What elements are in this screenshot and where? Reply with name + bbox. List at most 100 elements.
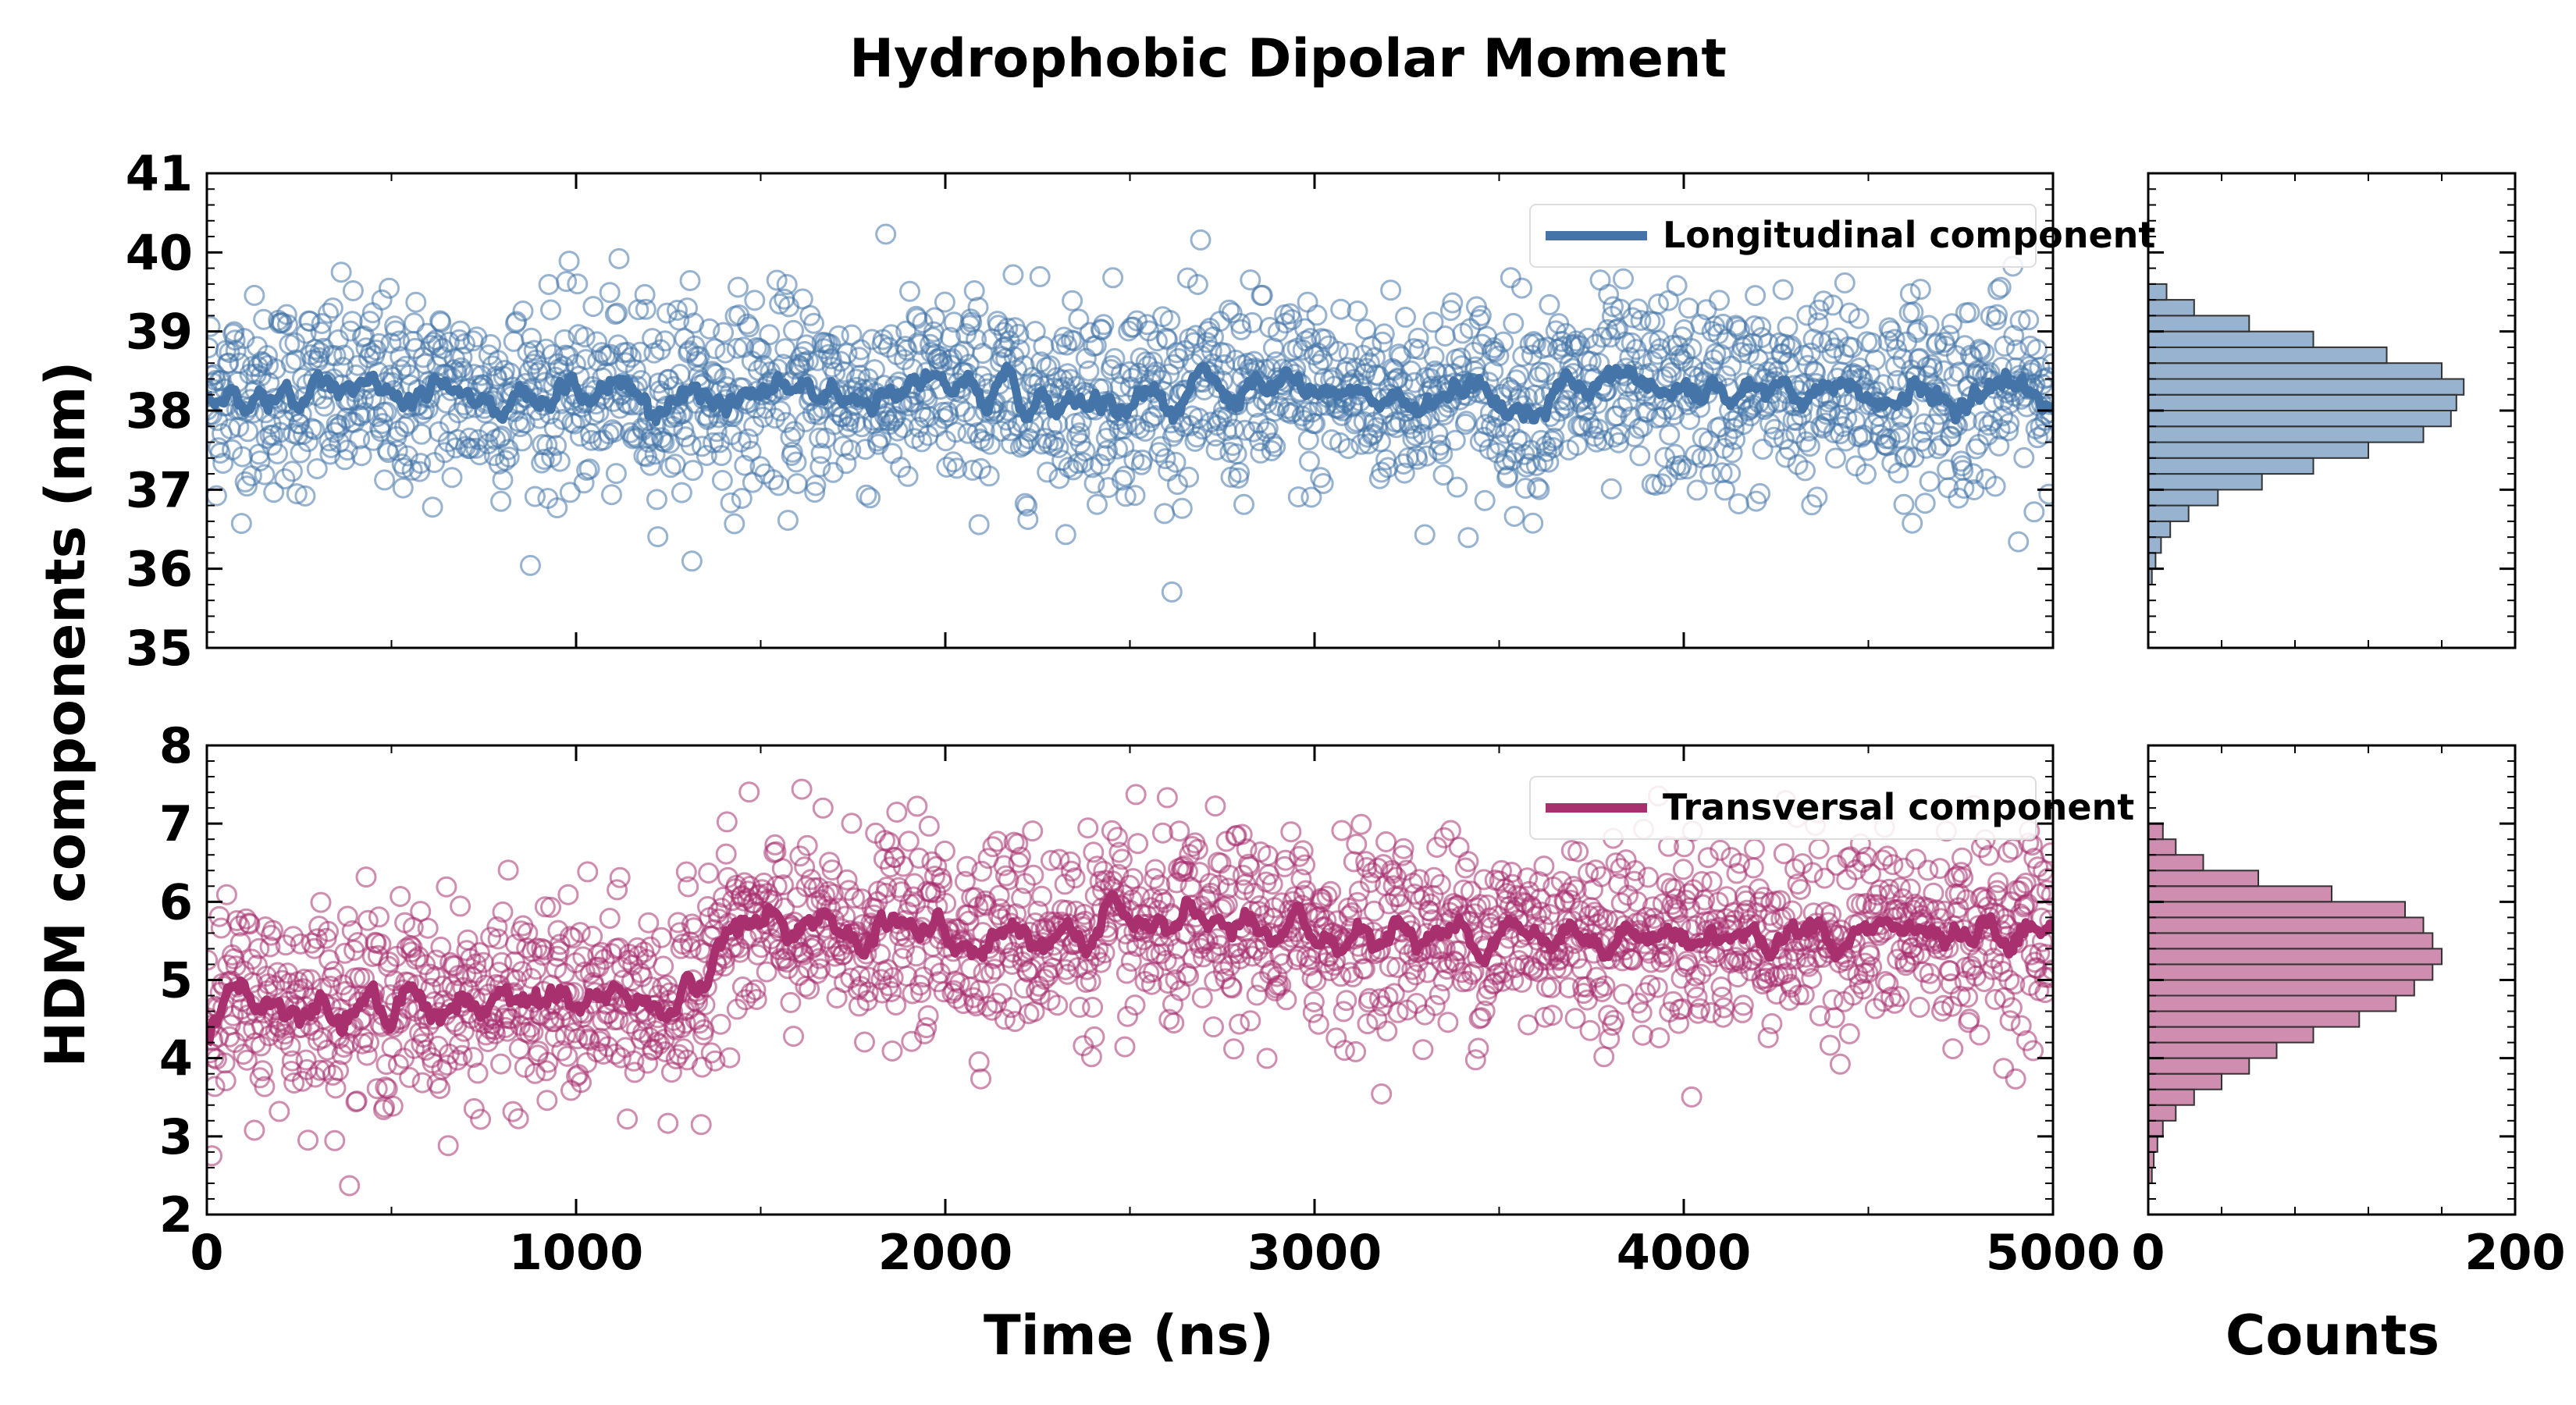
transversal-scatter-point (988, 884, 1010, 906)
longitudinal-scatter-point (1159, 310, 1181, 331)
transversal-scatter-point (1905, 848, 1927, 870)
longitudinal-scatter-point (549, 450, 571, 472)
transversal-scatter-point (1626, 891, 1648, 912)
longitudinal-scatter-point (274, 468, 296, 489)
y-tick-label: 6 (159, 873, 193, 930)
longitudinal-scatter-point (963, 280, 985, 301)
transversal-scatter-point (1933, 994, 1955, 1016)
longitudinal-scatter-point (236, 475, 258, 497)
longitudinal-scatter-point (1113, 436, 1135, 458)
longitudinal-scatter-point (1395, 306, 1416, 328)
transversal-scatter-point (1579, 1019, 1601, 1041)
longitudinal-scatter-point (1150, 436, 1172, 457)
transversal-scatter-point (1249, 895, 1271, 916)
transversal-scatter-point (240, 948, 262, 970)
transversal-scatter-point (1107, 827, 1128, 848)
longitudinal-scatter-point (599, 282, 621, 304)
longitudinal-scatter-point (311, 313, 333, 334)
longitudinal-scatter-point (1539, 293, 1560, 315)
longitudinal-scatter-point (1434, 325, 1456, 347)
transversal-scatter-point (1701, 871, 1723, 892)
transversal-scatter-point (599, 908, 621, 929)
transversal-scatter-point (283, 1072, 305, 1094)
transversal-scatter-point (2037, 867, 2053, 889)
transversal-scatter-point (525, 959, 547, 980)
transversal-scatter-point (463, 1097, 485, 1119)
transversal-scatter-point (1090, 951, 1112, 973)
longitudinal-scatter-point (1525, 333, 1546, 354)
transversal-scatter-point (1392, 845, 1414, 866)
longitudinal-scatter-point (781, 441, 803, 463)
longitudinal-scatter-point (1528, 478, 1550, 500)
longitudinal-scatter-point (1068, 308, 1090, 330)
transversal-scatter-point (1127, 833, 1149, 855)
transversal-scatter-point (690, 1114, 712, 1136)
transversal-scatter-point (1165, 969, 1187, 991)
longitudinal-scatter-point (1745, 285, 1767, 307)
longitudinal-scatter-point (744, 290, 766, 311)
longitudinal-scatter-point (1407, 327, 1429, 349)
longitudinal-scatter-point (629, 341, 651, 363)
transversal-scatter-point (756, 961, 777, 983)
transversal-scatter-point (269, 1101, 290, 1122)
longitudinal-scatter-point (1697, 446, 1719, 468)
transversal-scatter-point (1697, 847, 1719, 869)
longitudinal-scatter-point (520, 554, 541, 576)
longitudinal-hist-bar (2147, 299, 2195, 317)
transversal-scatter-point (1998, 969, 2020, 991)
longitudinal-hist-bar (2147, 504, 2190, 522)
longitudinal-scatter-point (350, 405, 372, 427)
transversal-scatter-point (381, 1037, 403, 1058)
transversal-scatter-point (1761, 1013, 1783, 1034)
x-tick-label: 200 (2464, 1224, 2565, 1281)
transversal-scatter-point (1437, 1012, 1459, 1033)
transversal-scatter-point (557, 1045, 578, 1067)
transversal-scatter-point (674, 1012, 696, 1034)
longitudinal-scatter-point (1691, 447, 1713, 469)
transversal-scatter-point (399, 1066, 421, 1088)
longitudinal-scatter-point (244, 284, 265, 306)
transversal-scatter-point (871, 982, 893, 1004)
transversal-scatter-point (1165, 872, 1187, 894)
transversal-scatter-point (773, 874, 794, 896)
transversal-scatter-point (931, 872, 953, 894)
longitudinal-scatter-point (1715, 365, 1737, 387)
transversal-scatter-point (1565, 879, 1587, 901)
transversal-scatter-point (966, 995, 987, 1017)
longitudinal-scatter-point (1791, 397, 1813, 418)
transversal-scatter-point (1301, 967, 1323, 989)
transversal-scatter-point (1453, 879, 1475, 901)
transversal-scatter-point (295, 1049, 317, 1071)
longitudinal-scatter-point (535, 338, 557, 360)
transversal-scatter-point (1023, 864, 1044, 886)
longitudinal-scatter-point (524, 486, 546, 507)
longitudinal-scatter-point (350, 445, 372, 467)
y-tick-label: 5 (159, 952, 193, 1009)
transversal-scatter-point (1247, 940, 1268, 962)
longitudinal-scatter-point (1442, 292, 1464, 314)
transversal-scatter-point (1083, 841, 1105, 863)
longitudinal-scatter-point (1111, 469, 1133, 491)
longitudinal-scatter-point (1834, 272, 1856, 293)
longitudinal-scatter-point (498, 446, 520, 468)
longitudinal-scatter-point (768, 475, 790, 496)
longitudinal-scatter-point (512, 301, 534, 322)
longitudinal-scatter-point (1018, 428, 1040, 450)
longitudinal-scatter-point (1016, 432, 1037, 454)
transversal-scatter-point (1231, 823, 1253, 845)
transversal-scatter-point (387, 1054, 409, 1076)
transversal-scatter-point (1909, 996, 1930, 1018)
longitudinal-scatter-point (2005, 339, 2027, 361)
longitudinal-scatter-point (740, 440, 762, 462)
transversal-scatter-point (1959, 1008, 1980, 1030)
longitudinal-scatter-point (286, 483, 308, 505)
longitudinal-scatter-point (1856, 463, 1877, 485)
longitudinal-scatter-point (1114, 465, 1136, 487)
longitudinal-scatter-point (827, 325, 849, 347)
longitudinal-scatter-point (1813, 290, 1834, 312)
y-tick-label: 41 (126, 145, 193, 202)
transversal-scatter-point (1433, 827, 1455, 848)
transversal-scatter-point (906, 945, 927, 967)
transversal-scatter-point (2040, 842, 2053, 864)
longitudinal-hist-bar (2147, 473, 2263, 491)
